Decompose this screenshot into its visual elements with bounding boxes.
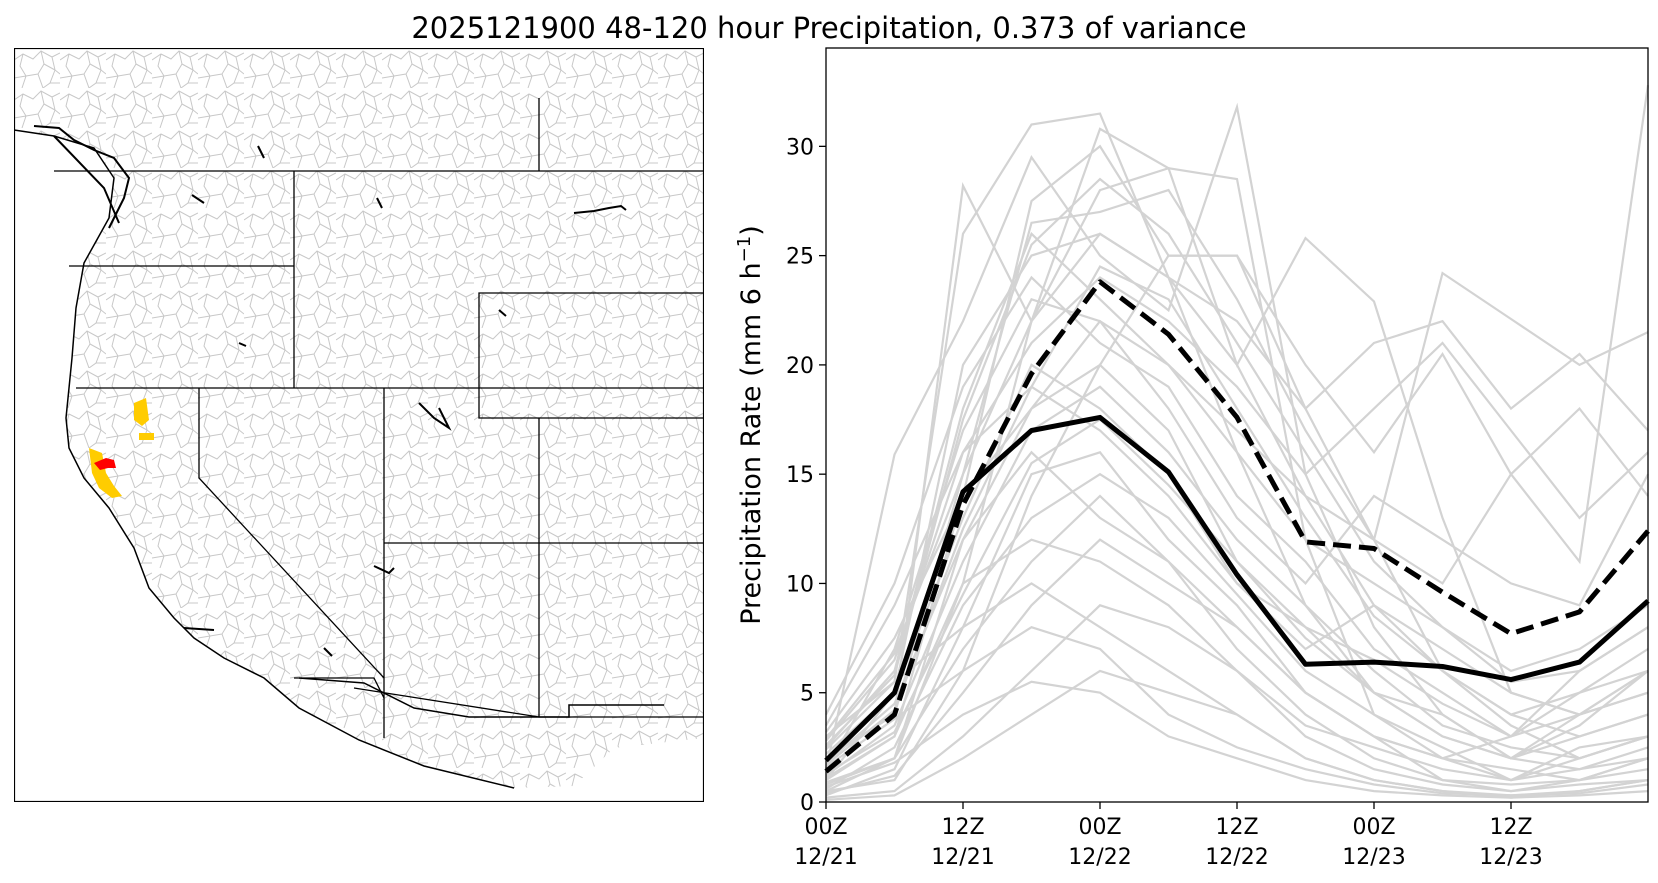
basin-map xyxy=(13,47,705,803)
y-tick-label: 15 xyxy=(786,463,814,488)
y-tick-label: 20 xyxy=(786,354,814,379)
member-line-29 xyxy=(825,265,1649,766)
x-tick-label-date: 12/23 xyxy=(1479,845,1542,870)
highlight-yellow-3 xyxy=(89,448,122,498)
series-layer xyxy=(824,279,1650,774)
member-line-6 xyxy=(825,232,1649,781)
x-tick-label-date: 12/23 xyxy=(1342,845,1405,870)
member-line-5 xyxy=(825,231,1649,749)
x-tick-label-date: 12/22 xyxy=(1068,845,1131,870)
coastline xyxy=(13,129,515,789)
x-tick-label-date: 12/22 xyxy=(1205,845,1268,870)
member-line-0 xyxy=(825,112,1649,760)
member-line-24 xyxy=(825,625,1649,797)
member-line-10 xyxy=(825,297,1649,770)
y-tick-label: 5 xyxy=(800,682,814,707)
dashed-series-line xyxy=(824,279,1650,774)
member-line-18 xyxy=(825,450,1649,764)
member-line-28 xyxy=(825,604,1649,799)
lakes xyxy=(183,145,627,657)
member-line-30 xyxy=(825,669,1649,801)
member-line-15 xyxy=(825,385,1649,777)
member-line-19 xyxy=(825,494,1649,786)
y-tick-label: 30 xyxy=(786,135,814,160)
solid-series-line xyxy=(824,414,1650,763)
x-tick-label-date: 12/21 xyxy=(794,845,857,870)
x-tick-label-time: 12Z xyxy=(1489,815,1532,840)
ensemble-members xyxy=(824,85,1650,801)
x-tick-label-time: 00Z xyxy=(1078,815,1121,840)
map-frame xyxy=(13,47,705,803)
mexico-border xyxy=(298,677,664,718)
x-tick-label-time: 00Z xyxy=(804,815,847,840)
highlight-yellow-1 xyxy=(134,398,149,426)
x-tick-label-time: 12Z xyxy=(1215,815,1258,840)
member-line-25 xyxy=(825,680,1649,799)
member-line-27 xyxy=(825,418,1649,775)
y-tick-label: 25 xyxy=(786,245,814,270)
land-area xyxy=(14,48,704,788)
x-tick-label-time: 00Z xyxy=(1352,815,1395,840)
highlight-yellow-2 xyxy=(139,433,154,440)
map-panel xyxy=(13,47,705,803)
y-axis-label: Precipitation Rate (mm 6 h−1) xyxy=(734,225,767,625)
puget-sound xyxy=(33,125,131,229)
y-tick-label: 10 xyxy=(786,572,814,597)
highlight-red xyxy=(94,458,116,470)
figure-title: 2025121900 48-120 hour Precipitation, 0.… xyxy=(411,11,1247,45)
x-tick-label-date: 12/21 xyxy=(931,845,994,870)
x-tick-label-time: 12Z xyxy=(941,815,984,840)
y-tick-label: 0 xyxy=(800,791,814,816)
x-axis-ticks: 00Z 12/21 12Z 12/21 00Z 12/22 12Z 12/22 00Z 12/23… xyxy=(794,802,1543,870)
y-axis-ticks: 0 5 10 15 20 25 30 xyxy=(786,135,826,816)
member-line-26 xyxy=(825,232,1649,740)
